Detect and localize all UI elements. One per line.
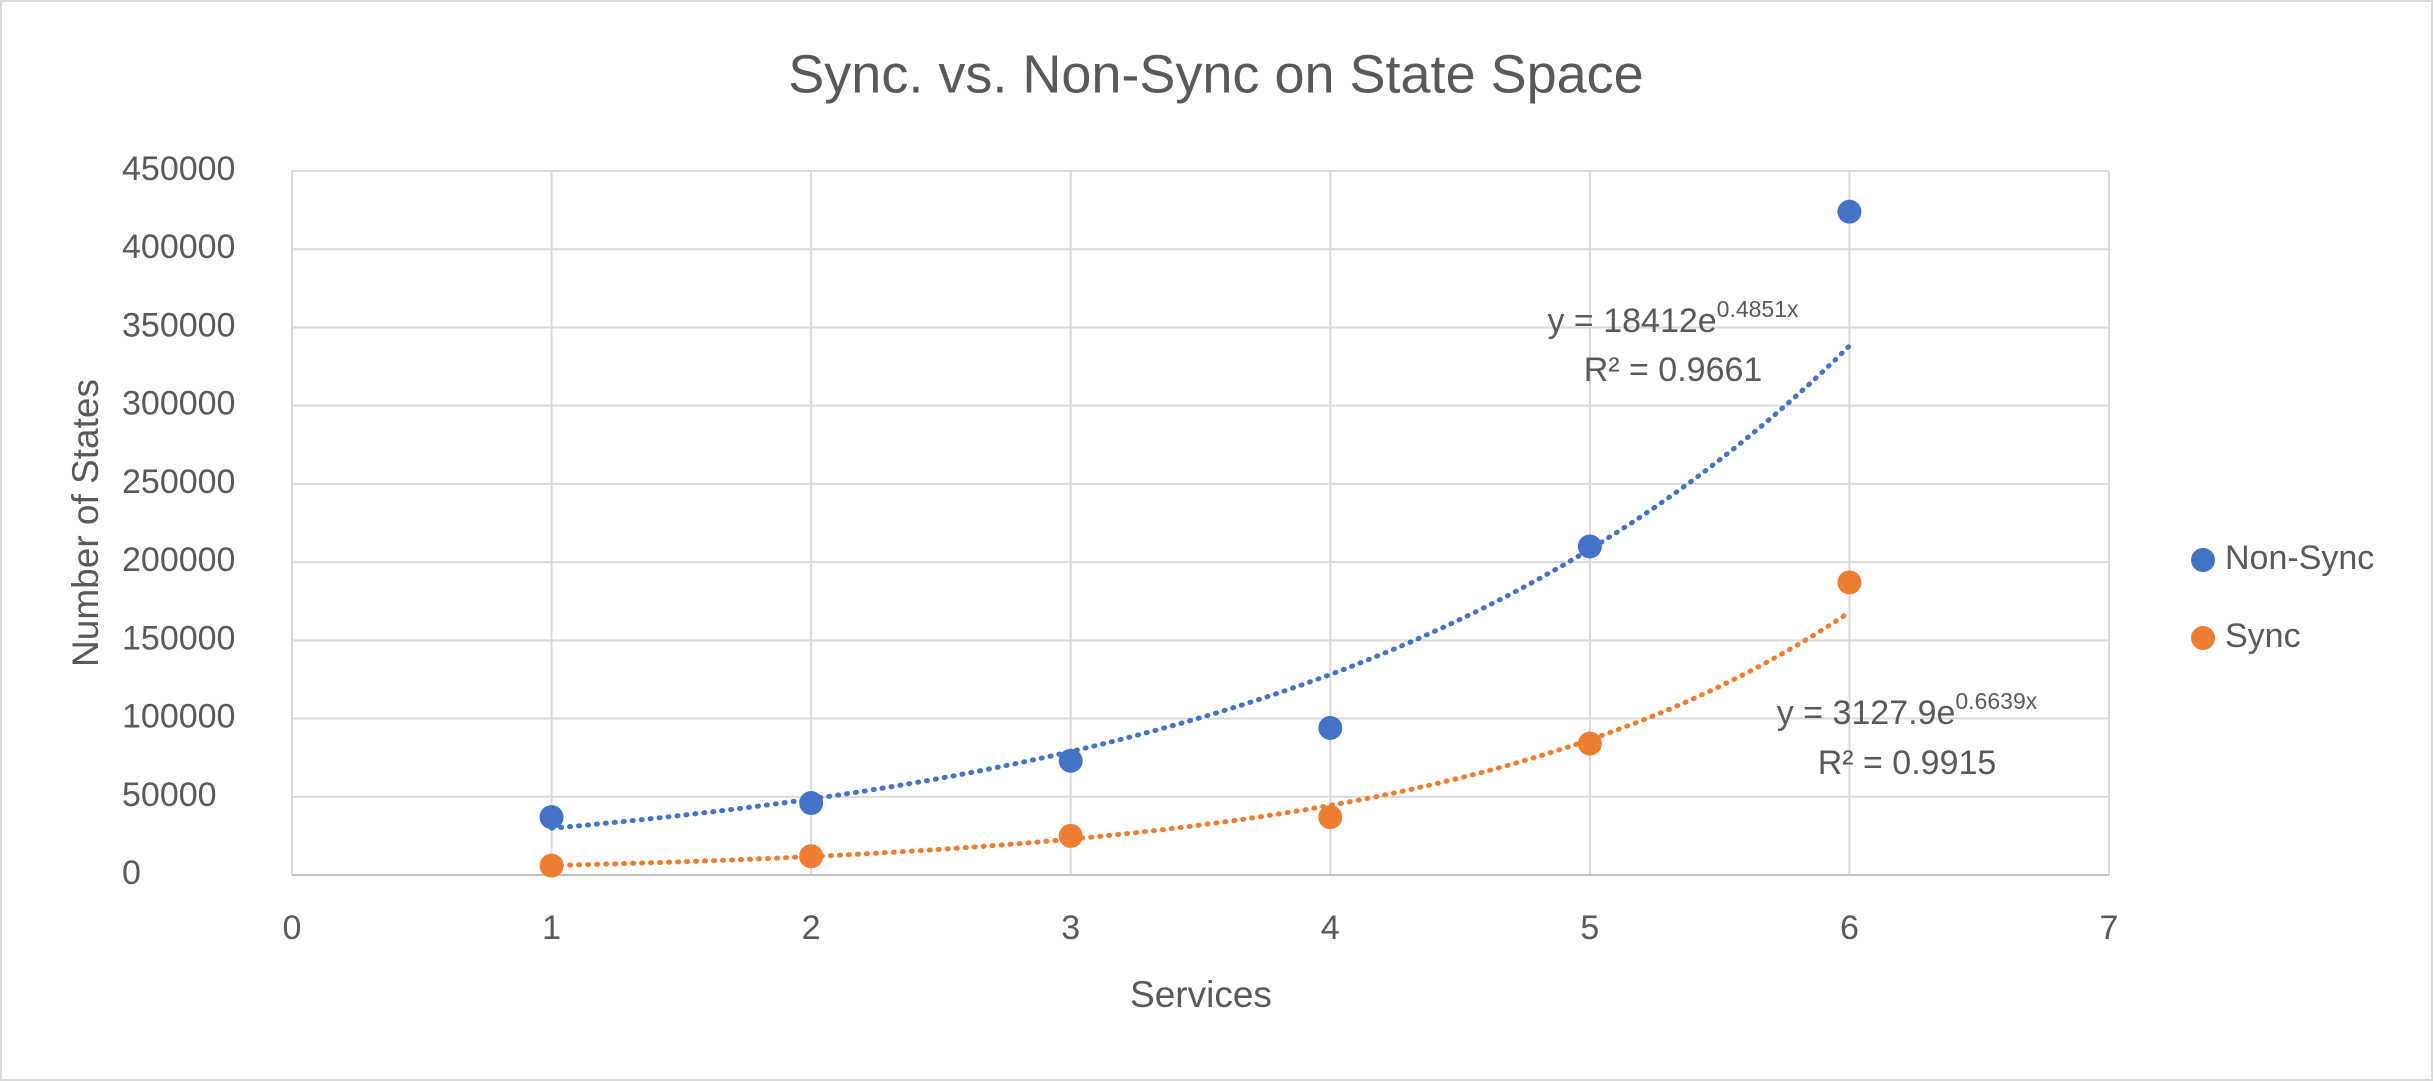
data-point [1837,570,1862,595]
x-tick-label: 7 [2100,909,2119,947]
legend-label: Non-Sync [2225,539,2374,577]
y-tick-label: 250000 [122,463,235,501]
data-point [1318,715,1343,740]
chart-title: Sync. vs. Non-Sync on State Space [788,44,1643,104]
equation-exponent: 0.4851x [1717,296,1799,322]
y-axis-title: Number of States [65,379,106,667]
data-point [799,844,824,869]
y-tick-label: 350000 [122,306,235,344]
data-point [539,805,564,830]
data-point [1577,731,1602,756]
x-axis-title: Services [1130,974,1272,1015]
legend-marker [2191,626,2215,650]
data-point [799,791,824,816]
equation-text: y = 3127.9e [1777,694,1956,732]
y-tick-label: 400000 [122,228,235,266]
y-tick-label: 300000 [122,385,235,423]
y-tick-label: 450000 [122,150,235,188]
x-tick-label: 3 [1061,909,1080,947]
data-point [1837,199,1862,224]
x-tick-label: 5 [1580,909,1599,947]
data-point [1058,748,1083,773]
data-point [1058,823,1083,848]
trendline-equation: y = 3127.9e0.6639x [1777,688,2038,732]
y-tick-label: 200000 [122,541,235,579]
y-tick-label: 0 [122,854,141,892]
y-tick-label: 100000 [122,698,235,736]
equation-exponent: 0.6639x [1955,688,2037,714]
y-tick-label: 150000 [122,619,235,657]
data-point [1318,805,1343,830]
legend-marker [2191,548,2215,572]
trendline-r2: R² = 0.9661 [1584,351,1763,389]
trendline [549,343,1852,831]
trendline-equation: y = 18412e0.4851x [1547,296,1799,340]
x-tick-label: 4 [1321,909,1340,947]
y-tick-label: 50000 [122,776,217,814]
x-tick-label: 0 [283,909,302,947]
legend-label: Sync [2225,617,2301,655]
x-tick-label: 1 [542,909,561,947]
data-point [1577,534,1602,559]
x-tick-label: 2 [802,909,821,947]
trendline [549,609,1852,868]
x-tick-label: 6 [1840,909,1859,947]
data-point [539,853,564,878]
trendline-r2: R² = 0.9915 [1818,744,1997,782]
equation-text: y = 18412e [1547,302,1716,340]
